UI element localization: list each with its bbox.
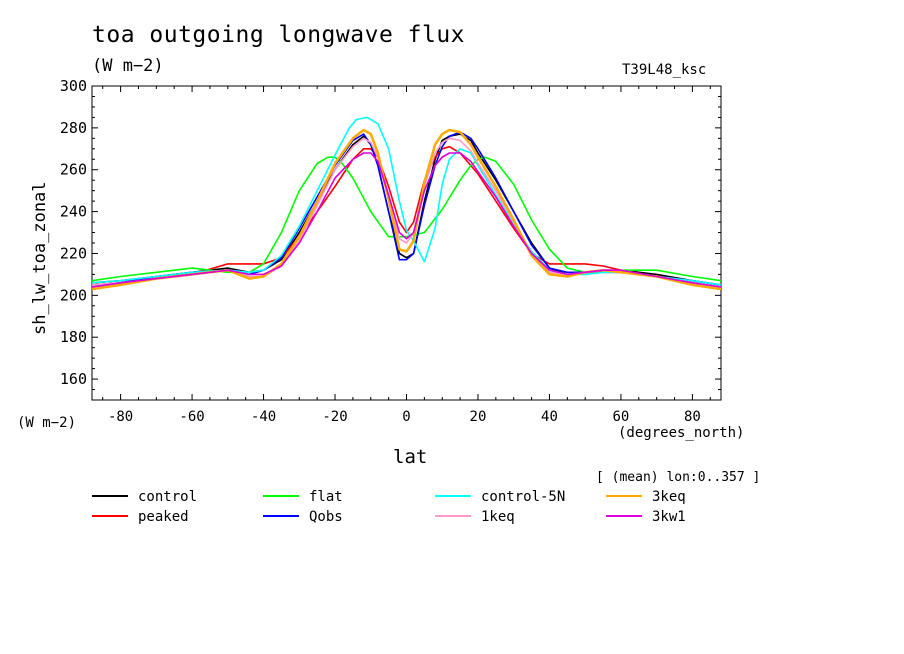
x-tick-label: 60 xyxy=(613,409,630,425)
legend-label-qobs: Qobs xyxy=(309,509,343,525)
x-axis-units: (degrees_north) xyxy=(618,425,745,441)
legend-label-peaked: peaked xyxy=(138,509,189,525)
chart-units: (W m−2) xyxy=(92,56,164,76)
y-tick-label: 160 xyxy=(60,370,87,388)
y-tick-label: 220 xyxy=(60,244,87,262)
x-axis-label: lat xyxy=(393,446,428,468)
y-tick-label: 180 xyxy=(60,328,87,346)
y-tick-label: 300 xyxy=(60,77,87,95)
series-line-flat xyxy=(92,156,721,282)
y-tick-label: 280 xyxy=(60,119,87,137)
x-tick-label: -60 xyxy=(179,409,204,425)
series-line-3keq xyxy=(92,128,721,291)
x-tick-label: -80 xyxy=(108,409,133,425)
legend-label-control: control xyxy=(138,489,197,505)
series-line-qobs xyxy=(92,131,721,288)
x-tick-label: 40 xyxy=(541,409,558,425)
y-tick-label: 260 xyxy=(60,161,87,179)
series-line-1keq xyxy=(92,137,721,288)
run-id-label: T39L48_ksc xyxy=(622,62,707,78)
x-tick-label: -40 xyxy=(251,409,276,425)
y-tick-label: 200 xyxy=(60,286,87,304)
x-tick-label: 80 xyxy=(684,409,701,425)
legend-label-3keq: 3keq xyxy=(652,489,686,505)
x-tick-label: -20 xyxy=(322,409,347,425)
legend-label-1keq: 1keq xyxy=(481,509,515,525)
x-tick-label: 20 xyxy=(470,409,487,425)
series-line-3kw1 xyxy=(92,152,721,288)
x-tick-label: 0 xyxy=(402,409,410,425)
series-line-peaked xyxy=(92,145,721,288)
y-axis-units: (W m−2) xyxy=(17,415,77,431)
mean-footer: [ (mean) lon:0..357 ] xyxy=(596,470,761,485)
series-line-control xyxy=(92,133,721,286)
legend-label-control-5n: control-5N xyxy=(481,489,565,505)
legend-label-flat: flat xyxy=(309,489,343,505)
legend-label-3kw1: 3kw1 xyxy=(652,509,686,525)
y-tick-label: 240 xyxy=(60,203,87,221)
chart-title: toa outgoing longwave flux xyxy=(92,22,466,48)
